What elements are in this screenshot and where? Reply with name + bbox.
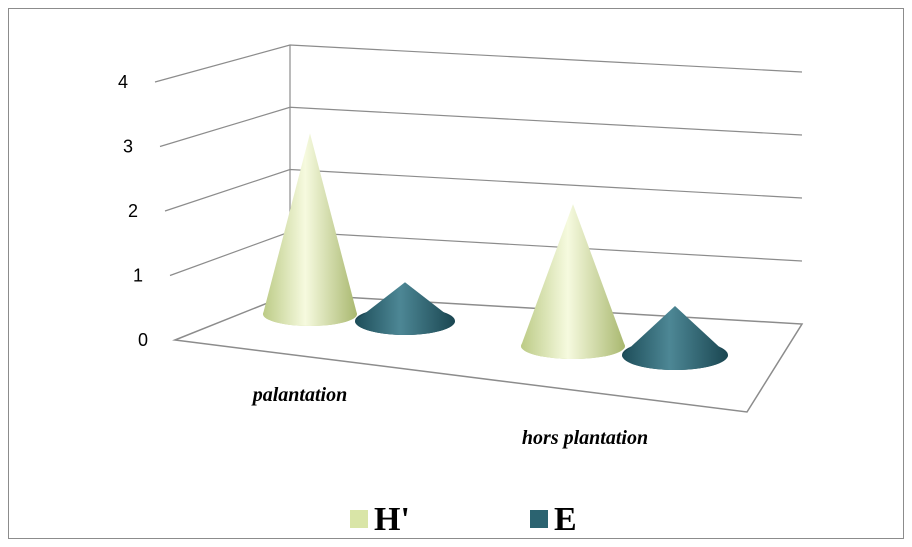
chart-floor xyxy=(172,293,804,413)
legend-label-e: E xyxy=(554,501,577,538)
cone-body xyxy=(622,305,728,370)
cones xyxy=(263,133,728,370)
cone-body xyxy=(263,133,357,326)
cone-h-prime-0 xyxy=(263,133,357,326)
gridline xyxy=(164,168,803,212)
category-label: palantation xyxy=(251,384,347,406)
cone-e-0 xyxy=(355,282,455,335)
gridline xyxy=(159,106,803,148)
legend-swatch-e xyxy=(530,510,548,528)
y-tick-label: 2 xyxy=(128,201,138,221)
legend: H' E xyxy=(350,501,577,538)
y-axis-ticks: 0 1 2 3 4 xyxy=(118,72,148,350)
category-label: hors plantation xyxy=(522,427,648,449)
cone-body xyxy=(521,204,625,359)
cone-body xyxy=(355,282,455,335)
gridlines xyxy=(154,44,803,277)
y-tick-label: 1 xyxy=(133,266,143,286)
y-tick-label: 4 xyxy=(118,72,128,92)
chart-frame xyxy=(8,8,904,539)
gridline xyxy=(154,44,803,83)
y-tick-label: 0 xyxy=(138,330,148,350)
cone-h-prime-1 xyxy=(521,204,625,359)
legend-label-h-prime: H' xyxy=(374,501,410,538)
legend-swatch-h-prime xyxy=(350,510,368,528)
category-labels: palantation hors plantation xyxy=(251,384,648,449)
y-tick-label: 3 xyxy=(123,137,133,157)
cone-e-1 xyxy=(622,305,728,370)
gridline xyxy=(169,231,803,277)
